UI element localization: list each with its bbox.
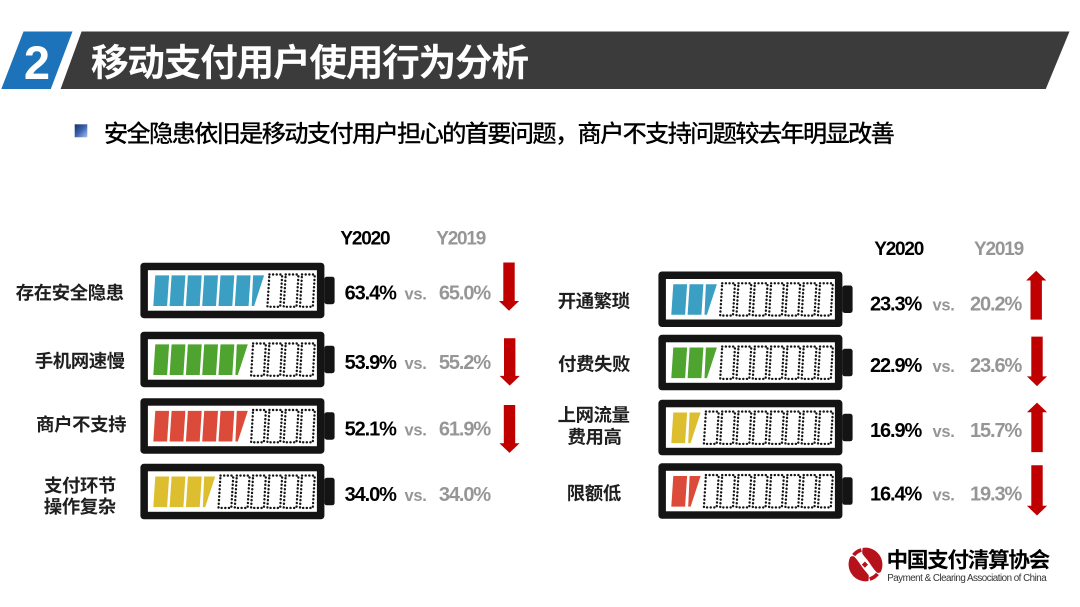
svg-text:53.9%: 53.9% — [345, 352, 398, 374]
svg-text:34.0%: 34.0% — [345, 484, 398, 506]
svg-text:vs.: vs. — [933, 423, 955, 441]
svg-text:23.6%: 23.6% — [970, 355, 1023, 377]
svg-text:63.4%: 63.4% — [345, 283, 398, 305]
svg-text:16.4%: 16.4% — [870, 484, 923, 506]
svg-text:65.0%: 65.0% — [439, 283, 492, 305]
svg-text:vs.: vs. — [405, 286, 427, 304]
svg-text:vs.: vs. — [933, 297, 955, 315]
svg-text:23.3%: 23.3% — [870, 294, 923, 316]
svg-text:16.9%: 16.9% — [870, 420, 923, 442]
svg-text:22.9%: 22.9% — [870, 355, 923, 377]
svg-text:vs.: vs. — [933, 487, 955, 505]
svg-text:vs.: vs. — [405, 355, 427, 373]
svg-text:Payment & Clearing Association: Payment & Clearing Association of China — [887, 573, 1047, 584]
svg-text:34.0%: 34.0% — [439, 484, 492, 506]
svg-text:20.2%: 20.2% — [970, 294, 1023, 316]
svg-text:Y2020: Y2020 — [340, 228, 390, 249]
svg-text:Y2020: Y2020 — [874, 239, 924, 260]
svg-text:Y2019: Y2019 — [974, 239, 1024, 260]
svg-text:15.7%: 15.7% — [970, 420, 1023, 442]
svg-text:52.1%: 52.1% — [345, 418, 398, 440]
svg-text:vs.: vs. — [405, 421, 427, 439]
svg-text:Y2019: Y2019 — [436, 228, 486, 249]
svg-text:61.9%: 61.9% — [439, 418, 492, 440]
svg-text:vs.: vs. — [933, 358, 955, 376]
svg-text:19.3%: 19.3% — [970, 484, 1023, 506]
svg-text:55.2%: 55.2% — [439, 352, 492, 374]
svg-text:2: 2 — [24, 36, 50, 89]
svg-text:vs.: vs. — [405, 487, 427, 505]
